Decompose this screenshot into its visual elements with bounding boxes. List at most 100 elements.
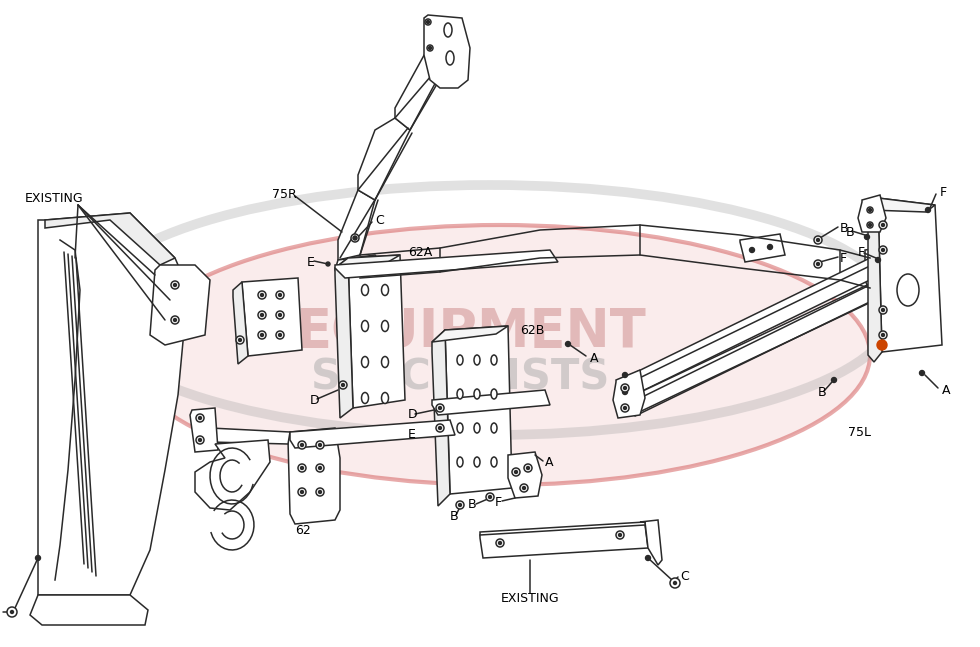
Polygon shape [865,248,885,292]
Text: A: A [545,455,554,468]
Circle shape [881,309,885,311]
Circle shape [326,262,330,266]
Circle shape [278,333,281,336]
Text: 75L: 75L [848,426,871,439]
Circle shape [879,246,887,254]
Ellipse shape [362,393,368,404]
Ellipse shape [362,285,368,296]
Text: 62A: 62A [408,247,432,259]
Circle shape [436,424,444,432]
Polygon shape [480,525,648,558]
Circle shape [526,466,529,470]
Polygon shape [858,195,886,232]
Circle shape [514,470,517,474]
Polygon shape [508,452,542,498]
Polygon shape [358,118,410,200]
Polygon shape [740,234,785,262]
Polygon shape [233,282,248,364]
Polygon shape [30,595,148,625]
Ellipse shape [897,274,919,306]
Circle shape [438,426,442,430]
Ellipse shape [381,285,388,296]
Polygon shape [432,330,450,506]
Circle shape [278,314,281,316]
Ellipse shape [491,457,497,467]
Polygon shape [338,190,375,260]
Circle shape [173,318,176,322]
Circle shape [7,607,17,617]
Text: D: D [310,393,319,406]
Circle shape [276,311,284,319]
Circle shape [814,260,822,268]
Polygon shape [288,428,340,524]
Circle shape [868,208,871,212]
Polygon shape [190,408,218,452]
Text: 62: 62 [295,523,311,536]
Circle shape [354,237,357,239]
Text: EXISTING: EXISTING [501,591,560,604]
Text: C: C [680,569,689,582]
Polygon shape [424,15,470,88]
Circle shape [427,45,433,51]
Circle shape [919,371,924,375]
Circle shape [436,404,444,412]
Circle shape [438,406,442,410]
Circle shape [278,294,281,296]
Circle shape [670,578,680,588]
Polygon shape [628,278,886,415]
Text: A: A [942,384,951,397]
Polygon shape [395,48,445,130]
Ellipse shape [491,389,497,399]
Circle shape [318,443,321,446]
Circle shape [879,306,887,314]
Circle shape [814,236,822,244]
Circle shape [621,404,629,412]
Polygon shape [640,520,662,565]
Ellipse shape [457,423,463,433]
Circle shape [425,19,431,25]
Circle shape [512,468,520,476]
Circle shape [426,21,429,23]
Polygon shape [335,255,385,282]
Polygon shape [335,255,400,268]
Circle shape [258,311,266,319]
Circle shape [673,582,676,584]
Circle shape [11,611,14,613]
Text: A: A [590,351,599,364]
Circle shape [316,464,324,472]
Circle shape [767,245,772,250]
Ellipse shape [474,355,480,365]
Ellipse shape [381,356,388,367]
Circle shape [867,222,873,228]
Ellipse shape [381,320,388,331]
Polygon shape [480,522,650,550]
Text: F: F [940,186,947,199]
Polygon shape [195,440,270,510]
Polygon shape [620,258,880,398]
Circle shape [622,389,627,395]
Circle shape [816,239,819,241]
Circle shape [173,283,176,287]
Text: B: B [468,498,476,512]
Circle shape [456,501,464,509]
Text: B: B [450,509,459,523]
Circle shape [878,341,886,349]
Circle shape [816,263,819,265]
Text: E: E [307,256,315,269]
Text: B: B [846,226,855,239]
Circle shape [623,386,626,389]
Polygon shape [290,420,455,448]
Circle shape [196,436,204,444]
Circle shape [298,488,306,496]
Polygon shape [242,278,302,356]
Ellipse shape [491,423,497,433]
Ellipse shape [474,389,480,399]
Ellipse shape [491,355,497,365]
Circle shape [864,234,869,239]
Circle shape [301,490,304,494]
Polygon shape [613,370,645,418]
Circle shape [831,377,837,382]
Circle shape [616,531,624,539]
Circle shape [353,236,357,240]
Text: D: D [408,408,417,421]
